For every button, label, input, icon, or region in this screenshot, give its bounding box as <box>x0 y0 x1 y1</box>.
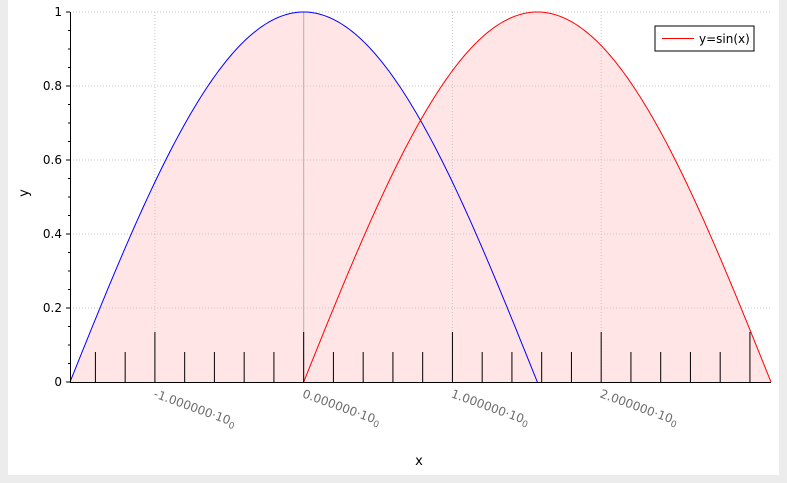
x-tick-label: 0.000000·100 <box>300 387 383 431</box>
chart-frame: 0 0.2 0.4 0.6 0.8 1 -1.000000·100 0.000000·100… <box>8 0 779 475</box>
y-tick-label: 0.6 <box>43 153 62 167</box>
x-tick-label: 1.000000·100 <box>448 387 531 431</box>
chart-plot: 0 0.2 0.4 0.6 0.8 1 -1.000000·100 0.000000·100… <box>17 5 772 469</box>
y-tick-label: 0 <box>54 375 62 389</box>
x-tick-label: -1.000000·100 <box>151 387 238 433</box>
x-axis-title: x <box>415 454 423 469</box>
legend-label: y=sin(x) <box>699 32 750 46</box>
x-minor-ticks <box>94 332 751 382</box>
series-line-1 <box>303 11 772 383</box>
series-lines <box>69 11 772 383</box>
y-tick-label: 0.8 <box>43 79 62 93</box>
x-tick-label: 2.000000·100 <box>597 387 680 431</box>
legend: y=sin(x) <box>654 25 755 52</box>
y-tick-label: 0.4 <box>43 227 62 241</box>
y-tick-label: 0.2 <box>43 301 62 315</box>
y-axis-title: y <box>17 189 32 197</box>
series-fills <box>70 12 771 382</box>
y-tick-label: 1 <box>54 5 62 19</box>
y-ticks: 0 0.2 0.4 0.6 0.8 1 <box>43 5 70 389</box>
series-line-0 <box>69 11 538 383</box>
series-fill-1 <box>303 12 771 382</box>
axes <box>70 12 771 383</box>
